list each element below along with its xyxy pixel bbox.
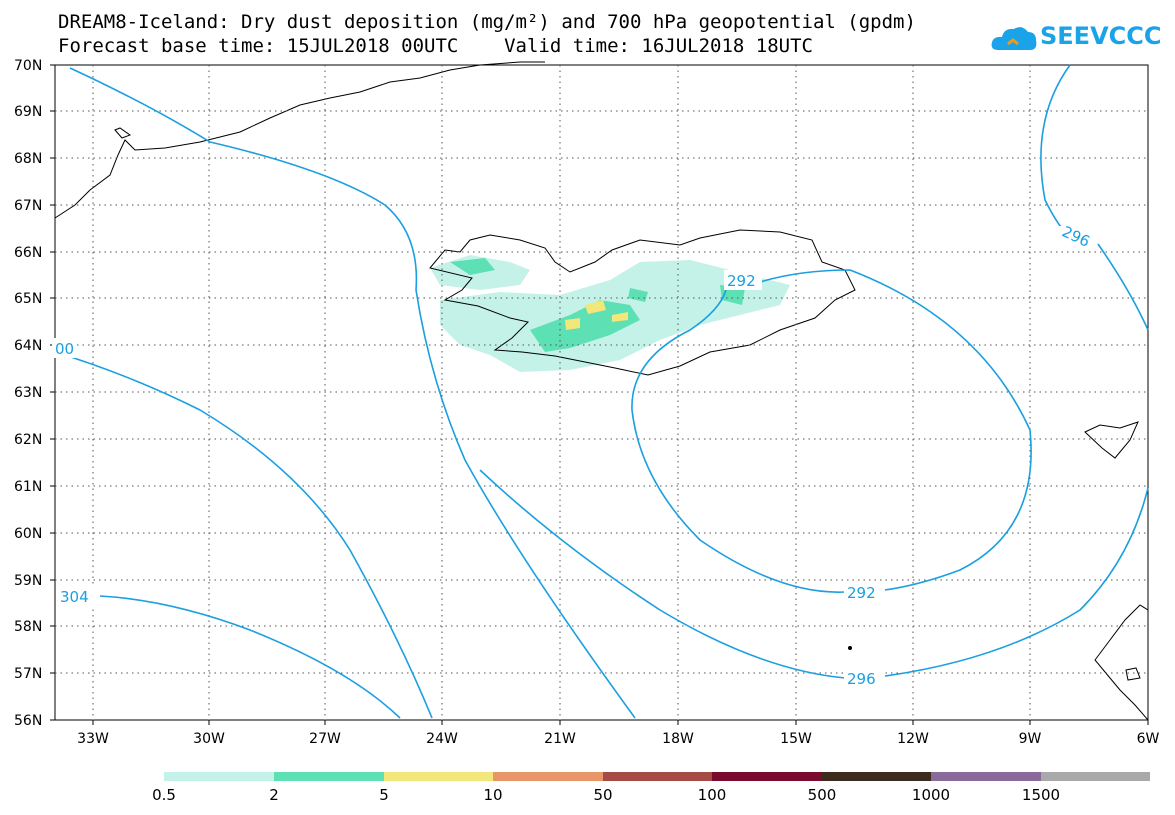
contour-label-296-b: 296 [847,670,876,688]
contour-label-292-a: 292 [727,272,756,290]
lon-label: 15W [780,731,812,747]
legend-swatch [822,772,931,781]
lat-label: 65N [14,291,42,307]
lat-label: 61N [14,479,42,495]
legend-swatch [712,772,822,781]
lat-label: 66N [14,245,42,261]
map-frame [54,64,1149,721]
title-line-2: Forecast base time: 15JUL2018 00UTC Vali… [58,35,813,57]
lat-label: 67N [14,198,42,214]
lon-label: 24W [426,731,458,747]
title-line-1: DREAM8-Iceland: Dry dust deposition (mg/… [58,11,916,33]
lon-label: 6W [1137,731,1160,747]
geopotential-contours [54,64,1149,719]
lat-label: 69N [14,104,42,120]
legend-label: 0.5 [152,786,176,804]
legend-label: 1500 [1021,786,1061,804]
legend-colorbar [164,772,1150,781]
lat-label: 70N [14,58,42,74]
legend-swatch [931,772,1041,781]
longitude-labels: 33W 30W 27W 24W 21W 18W 15W 12W 9W 6W [77,731,1159,747]
legend-label: 500 [807,786,837,804]
lat-label: 56N [14,713,42,729]
gridlines [55,65,1148,720]
legend-swatch [384,772,493,781]
legend-swatch [493,772,603,781]
contour-labels: 296 292 00 304 292 296 [52,222,1096,688]
lon-label: 18W [662,731,694,747]
legend-swatch [1041,772,1150,781]
lat-label: 60N [14,526,42,542]
coastline [54,61,1149,722]
lat-label: 59N [14,573,42,589]
contour-label-304: 304 [60,588,89,606]
legend-swatch [164,772,274,781]
lat-label: 57N [14,666,42,682]
lon-label: 9W [1019,731,1042,747]
legend-swatch [274,772,384,781]
legend-label: 100 [697,786,727,804]
legend-label: 10 [483,786,503,804]
legend-label: 2 [269,786,279,804]
lon-label: 30W [193,731,225,747]
lat-label: 64N [14,338,42,354]
lon-label: 21W [544,731,576,747]
legend-label: 50 [593,786,613,804]
logo-text: SEEVCCC [1040,22,1162,50]
contour-label-292-b: 292 [847,584,876,602]
legend-swatch [603,772,712,781]
cloud-logo-icon [991,27,1037,50]
lat-label: 68N [14,151,42,167]
latitude-labels: 70N 69N 68N 67N 66N 65N 64N 63N 62N 61N … [14,58,42,729]
lat-label: 62N [14,432,42,448]
lat-label: 63N [14,385,42,401]
lon-label: 27W [309,731,341,747]
lon-label: 33W [77,731,109,747]
lat-label: 58N [14,619,42,635]
lon-label: 12W [897,731,929,747]
legend-label: 5 [379,786,389,804]
contour-label-300: 00 [55,340,74,358]
legend-label: 1000 [911,786,951,804]
ticks [50,64,1149,725]
